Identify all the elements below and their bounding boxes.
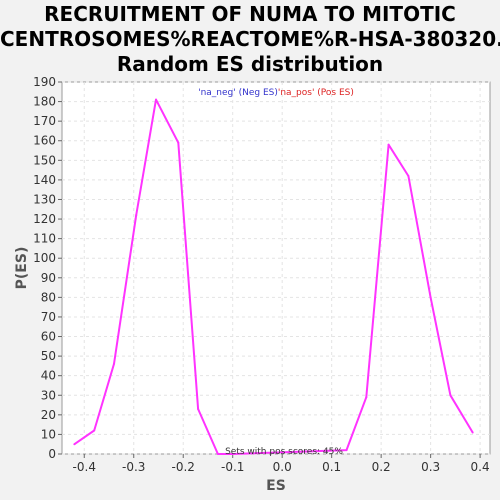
x-axis-label: ES (266, 478, 286, 494)
y-tick-label: 20 (41, 408, 56, 422)
series-group (73, 98, 474, 455)
x-tick-label: 0.4 (471, 460, 490, 474)
legend: 'na_neg' (Neg ES)'na_pos' (Pos ES) (198, 88, 354, 98)
y-tick-label: 190 (33, 75, 56, 89)
data-point (345, 449, 348, 452)
y-tick-label: 150 (33, 153, 56, 167)
y-tick-label: 160 (33, 134, 56, 148)
data-point (407, 174, 410, 177)
y-tick-label: 120 (33, 212, 56, 226)
data-point (155, 98, 158, 101)
y-tick-label: 60 (41, 330, 56, 344)
y-tick-label: 90 (41, 271, 56, 285)
y-tick-label: 30 (41, 388, 56, 402)
x-tick-label: -0.3 (122, 460, 145, 474)
y-tick-label: 40 (41, 369, 56, 383)
data-point (197, 407, 200, 410)
x-tick-label: -0.1 (221, 460, 244, 474)
y-tick-label: 50 (41, 349, 56, 363)
legend-pos-es: 'na_pos' (Pos ES) (278, 88, 354, 98)
data-point (449, 394, 452, 397)
chart-title: RECRUITMENT OF NUMA TO MITOTIC CENTROSOM… (0, 2, 500, 77)
y-tick-label: 100 (33, 251, 56, 265)
data-point (471, 431, 474, 434)
y-axis-ticks: 0 10 20 30 40 50 60 70 80 90 100 110 120 130 140 150 160… (33, 75, 62, 461)
grid (62, 81, 490, 455)
x-tick-label: 0.3 (421, 460, 440, 474)
chart-title-line-1: RECRUITMENT OF NUMA TO MITOTIC (44, 2, 456, 26)
data-point (135, 214, 138, 217)
y-tick-label: 70 (41, 310, 56, 324)
data-point (93, 429, 96, 432)
legend-neg-es: 'na_neg' (Neg ES) (198, 88, 278, 98)
y-tick-label: 170 (33, 114, 56, 128)
pos-scores-annotation: Sets with pos scores: 45% (225, 447, 343, 457)
y-tick-label: 80 (41, 290, 56, 304)
x-tick-label: -0.4 (73, 460, 96, 474)
chart-title-line-3: Random ES distribution (116, 52, 384, 76)
x-tick-label: -0.2 (172, 460, 195, 474)
data-point (429, 296, 432, 299)
data-point (177, 141, 180, 144)
data-point (365, 396, 368, 399)
y-tick-label: 140 (33, 173, 56, 187)
x-tick-label: 0.0 (273, 460, 292, 474)
x-tick-label: 0.2 (372, 460, 391, 474)
y-tick-label: 180 (33, 95, 56, 109)
series-line (73, 98, 474, 455)
x-axis-ticks: -0.4 -0.3 -0.2 -0.1 0.0 0.1 0.2 0.3 0.4 (73, 454, 490, 474)
data-point (216, 453, 219, 455)
data-point (112, 362, 115, 365)
y-tick-label: 0 (48, 447, 56, 461)
y-tick-label: 110 (33, 232, 56, 246)
data-point (73, 443, 76, 446)
data-point (231, 453, 234, 455)
y-tick-label: 130 (33, 192, 56, 206)
y-axis-label: P(ES) (14, 247, 30, 290)
x-tick-label: 0.1 (322, 460, 341, 474)
chart-title-line-2: CENTROSOMES%REACTOME%R-HSA-380320.2: (0, 27, 500, 51)
data-point (387, 143, 390, 146)
y-tick-label: 10 (41, 427, 56, 441)
